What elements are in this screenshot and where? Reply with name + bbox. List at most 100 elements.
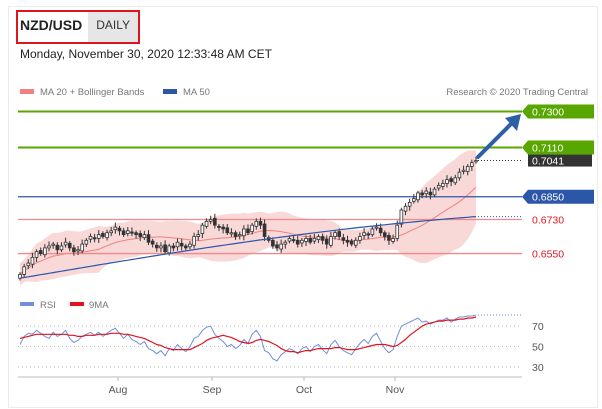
symbol-header[interactable]: NZD/USD DAILY [16,10,141,44]
ma9-legend-label: 9MA [89,300,109,311]
x-tick-label-Aug: Aug [109,384,128,396]
candle-body [412,198,416,202]
candle-body [366,233,371,236]
symbol-label: NZD/USD [20,17,83,33]
candle-body [391,238,395,242]
candle-body [55,244,60,251]
candle-body [407,202,412,207]
candle-body [18,274,22,279]
candle-body [38,250,43,254]
candle-body [134,232,138,236]
resistance-tag-0.7300 [522,104,594,119]
candle-body [291,239,296,242]
candle-body [233,232,238,237]
candle-body [308,238,312,243]
candle-body [341,237,346,241]
candle-body [150,240,155,245]
candle-body [436,184,441,189]
forecast-arrow [476,114,521,159]
rsi-tick-50: 50 [532,342,544,354]
candle-body [441,183,445,187]
bollinger-bands [19,150,477,286]
candle-body [51,243,55,246]
candle-body [246,228,250,234]
candle-body [320,236,325,241]
candle-body [457,171,462,179]
candle-body [30,256,35,265]
ma50-line [19,216,477,279]
candle-body [262,223,267,237]
pivot-label-0.6850: 0.6850 [532,192,564,204]
timeframe-badge[interactable]: DAILY [88,12,139,42]
candle-body [275,244,279,249]
research-credit: Research © 2020 Trading Central [446,87,588,98]
x-tick-label-Oct: Oct [296,384,312,396]
ma20-legend-label: MA 20 + Bollinger Bands [40,87,145,98]
candle-body [146,234,151,243]
candle-body [283,241,288,245]
candle-body [329,236,333,246]
candle-body [63,241,68,246]
candle-body [121,230,126,236]
x-tick-label-Nov: Nov [386,384,405,396]
candle-body [213,217,217,226]
candle-body [316,236,321,240]
candle-body [279,243,283,250]
candle-body [449,178,453,182]
candle-body [254,220,259,227]
candle-body [362,232,366,236]
candle-body [271,239,275,247]
candle-body [221,226,225,230]
candlesticks [18,156,478,281]
candle-body [465,166,470,172]
candle-body [453,177,458,184]
candle-body [72,247,76,253]
candle-body [295,239,300,245]
candle-body [159,245,163,249]
chart-panel [8,6,598,408]
chart-date: Monday, November 30, 2020 12:33:48 AM CE… [20,47,272,61]
candle-body [470,162,474,167]
candle-body [378,227,383,234]
bollinger-band-area [20,150,476,286]
candle-body [387,234,391,241]
candle-body [304,238,308,242]
candle-body [101,233,105,237]
rsi-tick-70: 70 [532,321,544,333]
x-axis-ticks: Aug Sep Oct Nov [109,377,405,396]
candle-body [300,239,304,244]
ma20-legend-swatch [20,89,34,94]
candle-body [250,224,254,233]
candle-body [43,247,47,256]
candle-body [142,234,147,239]
candle-body [353,239,358,246]
candle-body [163,244,167,253]
candle-body [374,226,379,229]
resistance-label-0.7110: 0.7110 [532,142,563,154]
candle-body [34,251,39,258]
candle-body [138,233,143,237]
candle-body [237,234,242,237]
candle-body [445,179,449,184]
candle-body [200,224,205,234]
candle-body [167,245,172,254]
level-lines: 0.7300 0.7110 0.7041 0.6850 0.6730 0.6550 [18,104,594,261]
candle-body [175,241,180,248]
candle-body [67,242,72,249]
candle-body [80,243,84,252]
support-label-0.6550: 0.6550 [532,249,564,261]
candle-body [312,238,317,242]
candle-body [399,209,404,225]
candle-body [287,238,292,242]
candle-body [196,234,201,237]
candle-body [324,238,329,245]
candle-body [242,228,246,237]
candle-body [382,232,387,237]
last-price-label: 0.7041 [532,156,564,168]
candle-body [474,160,478,163]
candle-body [109,230,114,234]
rsi-legend-label: RSI [40,300,56,311]
candle-body [47,245,51,249]
support-label-0.6730: 0.6730 [532,214,564,226]
